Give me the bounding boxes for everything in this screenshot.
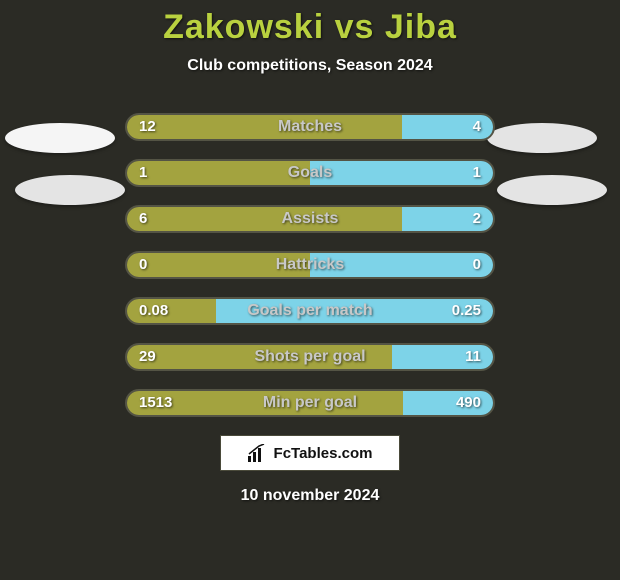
stat-bar xyxy=(125,251,495,279)
stat-bar-right xyxy=(310,253,493,277)
stat-bar xyxy=(125,205,495,233)
stat-bar xyxy=(125,297,495,325)
stat-bar-left xyxy=(127,253,310,277)
stat-row: Goals per match0.080.25 xyxy=(125,297,495,325)
stat-bar-left xyxy=(127,299,216,323)
stat-row: Matches124 xyxy=(125,113,495,141)
stats-list: Matches124 Goals11 Assists62 Hattricks00 Goa… xyxy=(0,113,620,417)
stat-bar-right xyxy=(402,115,494,139)
branding-chart-icon xyxy=(248,444,268,462)
stat-bar xyxy=(125,159,495,187)
subtitle: Club competitions, Season 2024 xyxy=(0,57,620,75)
stat-row: Shots per goal2911 xyxy=(125,343,495,371)
branding-text: FcTables.com xyxy=(274,445,373,462)
stat-bar-right xyxy=(310,161,493,185)
stat-bar-left xyxy=(127,207,402,231)
stat-bar-right xyxy=(216,299,493,323)
stat-bar-right xyxy=(392,345,493,369)
stat-row: Assists62 xyxy=(125,205,495,233)
comparison-infographic: Zakowski vs Jiba Club competitions, Seas… xyxy=(0,0,620,580)
stat-bar xyxy=(125,343,495,371)
player-badge-right-top xyxy=(487,123,597,153)
stat-bar xyxy=(125,389,495,417)
stat-bar-right xyxy=(402,207,494,231)
stat-bar xyxy=(125,113,495,141)
stat-bar-left xyxy=(127,115,402,139)
stat-row: Hattricks00 xyxy=(125,251,495,279)
stat-bar-left xyxy=(127,345,392,369)
stat-row: Min per goal1513490 xyxy=(125,389,495,417)
branding-box: FcTables.com xyxy=(220,435,400,471)
stat-row: Goals11 xyxy=(125,159,495,187)
player-badge-left-top xyxy=(5,123,115,153)
page-title: Zakowski vs Jiba xyxy=(0,8,620,47)
stat-bar-right xyxy=(403,391,493,415)
stat-bar-left xyxy=(127,161,310,185)
player-badge-right-bottom xyxy=(497,175,607,205)
date-label: 10 november 2024 xyxy=(0,487,620,505)
player-badge-left-bottom xyxy=(15,175,125,205)
stat-bar-left xyxy=(127,391,403,415)
